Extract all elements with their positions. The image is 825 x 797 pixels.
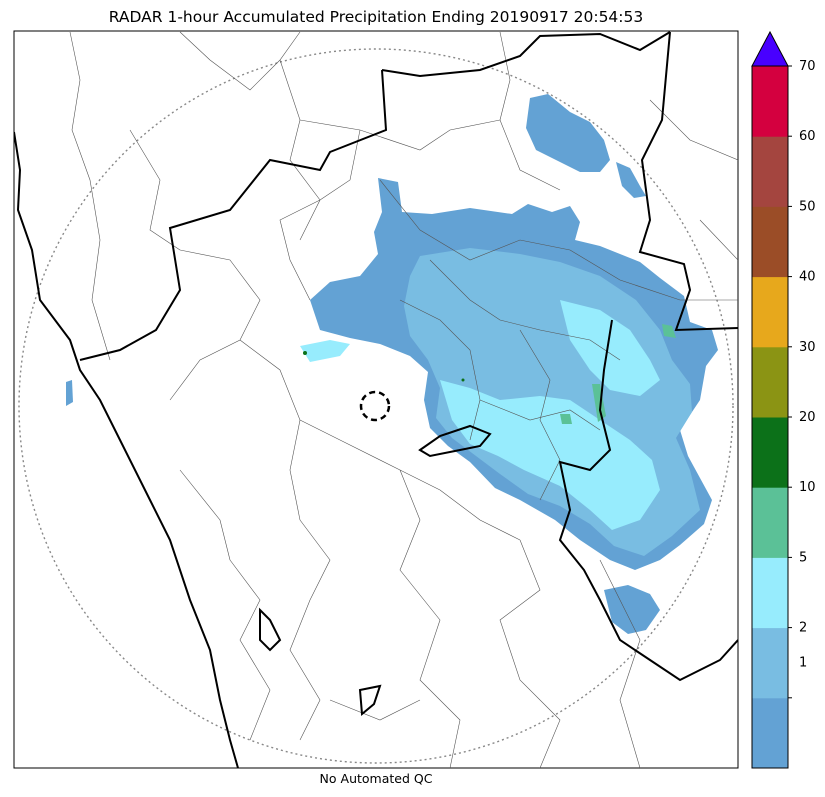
qc-footer-label: No Automated QC bbox=[319, 771, 433, 786]
state-border-telangana bbox=[558, 319, 738, 682]
precip-2-5-b bbox=[560, 300, 660, 396]
precip-5-10-c bbox=[560, 414, 572, 424]
coastline bbox=[14, 131, 239, 768]
colorbar-bin bbox=[752, 206, 788, 278]
precip-area-south bbox=[604, 585, 660, 634]
colorbar-bin bbox=[752, 487, 788, 558]
precip-10-20-spot bbox=[303, 351, 307, 355]
state-boundaries bbox=[14, 31, 738, 768]
colorbar-tick-label: 50 bbox=[799, 199, 816, 214]
precip-5-10 bbox=[592, 384, 606, 422]
state-border-inner bbox=[418, 424, 492, 458]
colorbar-tick-label: 30 bbox=[799, 340, 816, 355]
colorbar-bin bbox=[752, 627, 788, 699]
colorbar-bin bbox=[752, 66, 788, 137]
precip-area-north bbox=[526, 94, 610, 172]
colorbar-extend-arrow bbox=[751, 30, 789, 67]
map-title: RADAR 1-hour Accumulated Precipitation E… bbox=[108, 8, 644, 26]
state-border-ne bbox=[381, 31, 671, 78]
colorbar-bin bbox=[752, 136, 788, 207]
state-border-north bbox=[79, 69, 388, 361]
lake-outline-1 bbox=[259, 607, 282, 652]
colorbar-tick-label: 5 bbox=[799, 550, 807, 565]
precip-2-5 bbox=[440, 380, 660, 530]
colorbar-tick-label: 60 bbox=[799, 129, 816, 144]
colorbar-tick-label: 40 bbox=[799, 270, 816, 285]
colorbar-tick-label: 10 bbox=[799, 480, 816, 495]
colorbar-bin bbox=[752, 557, 788, 629]
radar-range-ring bbox=[18, 48, 734, 764]
colorbar-tick-label: 1 bbox=[799, 656, 807, 671]
colorbar-bin bbox=[752, 417, 788, 488]
colorbar-bin bbox=[752, 276, 788, 348]
precip-2-5-c bbox=[300, 340, 350, 362]
precip-area-west bbox=[66, 380, 73, 406]
radar-site-marker bbox=[359, 390, 391, 422]
precipitation-field bbox=[66, 94, 718, 634]
precip-10-20-spot-b bbox=[461, 378, 465, 382]
precip-5-10-b bbox=[662, 324, 676, 338]
lake-outline-2 bbox=[358, 684, 382, 716]
colorbar-bin bbox=[752, 346, 788, 418]
district-boundaries bbox=[69, 31, 738, 768]
colorbar-tick-label: 20 bbox=[799, 410, 816, 425]
radar-map bbox=[13, 30, 739, 769]
precip-area-ne bbox=[616, 162, 646, 198]
colorbar-tick-label: 70 bbox=[799, 59, 816, 74]
colorbar-tick-label: 2 bbox=[799, 621, 807, 636]
state-border-east bbox=[638, 31, 738, 332]
colorbar-bin bbox=[752, 697, 788, 769]
